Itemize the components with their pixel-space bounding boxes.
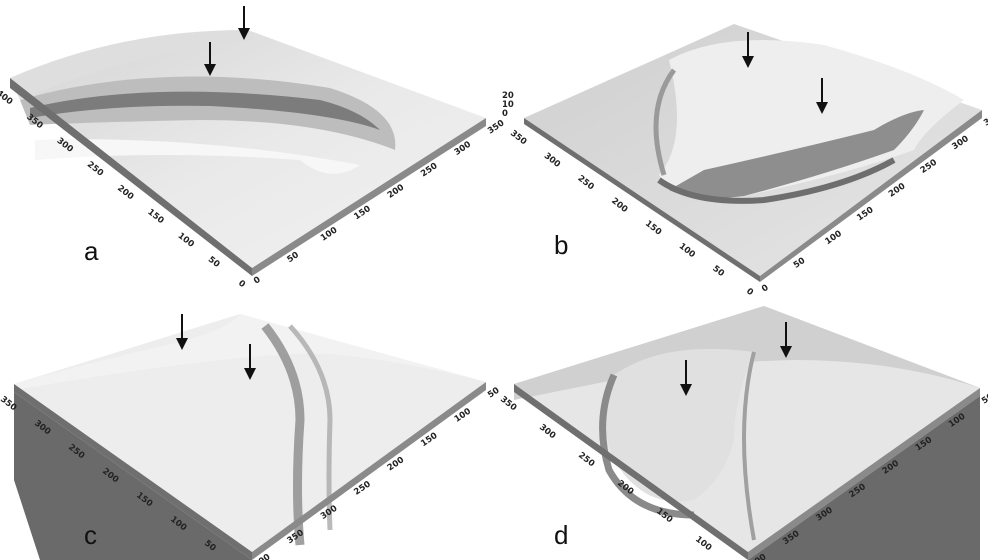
panel-a-arrows [204,6,250,76]
down-arrow-icon [742,32,754,68]
axis-tick-label: 400 [748,552,768,560]
panel-label: c [84,520,97,550]
panel-b-terrain: 0501001502002503003500501001502002503003… [502,24,988,298]
left-wall [514,384,748,560]
ridge-band [261,323,305,546]
axis-tick-label: 400 [252,552,272,560]
hill-body [659,40,964,197]
axis-tick-label: 350 [982,110,988,128]
panel-d-arrows [680,322,792,396]
ridge-band [30,91,380,130]
panel-c: 0501001502002503003504003503002502001501… [0,280,502,560]
z-axis-tick-label: 10 [502,100,514,110]
terrace [35,139,360,174]
right-wall [252,382,486,560]
axis-tick-label: 0 [744,286,755,298]
axis-tick-label: 0 [760,283,771,295]
panel-c-arrows [176,314,256,380]
right-wall [748,388,980,560]
axis-tick-label: 50 [980,392,988,407]
left-wall-shadow [14,392,252,560]
left-wall [14,384,252,560]
panel-label: a [84,236,99,266]
panel-label: d [554,520,569,550]
panel-a: 0 50 100 150 200 250 300 350 400 0 50 100 150 200 250 3… [0,0,506,290]
panel-a-terrain: 0501001502002503003504000501001502002503… [0,30,506,290]
down-arrow-icon [244,344,256,380]
axis-tick-label: 0 [252,275,263,287]
left-wall [524,118,760,282]
hill-crest [10,30,252,100]
right-wall [252,118,486,276]
panel-c-terrain: 0501001502002503003504003503002502001501… [0,314,502,560]
down-arrow-icon [680,360,692,396]
z-axis-tick-label: 20 [502,91,514,101]
down-arrow-icon [816,78,828,114]
panel-b: 0 50 100 150 200 250 300 350 0 50 100 150 200 250 300 3… [494,0,988,298]
hill-body [604,348,754,502]
axis-tick-label: 0 [236,278,247,290]
panel-d: 5010015020025030035040035030025020015010… [494,280,988,560]
down-arrow-icon [176,314,188,350]
right-wall-shadow [748,396,980,560]
z-axis-tick-label: 0 [502,109,508,119]
panel-d-terrain: 5010015020025030035040035030025020015010… [498,306,988,560]
ridge-band [599,373,695,519]
panel-b-arrows [742,32,828,114]
down-arrow-icon [238,6,250,40]
ridge-band [669,110,924,198]
right-wall [760,110,982,282]
channel-left [653,68,677,176]
surface [14,314,486,552]
left-wall [10,78,252,276]
channel [657,157,896,204]
channel [742,351,756,541]
panel-label: b [554,230,569,260]
down-arrow-icon [780,322,792,358]
down-arrow-icon [204,42,216,76]
